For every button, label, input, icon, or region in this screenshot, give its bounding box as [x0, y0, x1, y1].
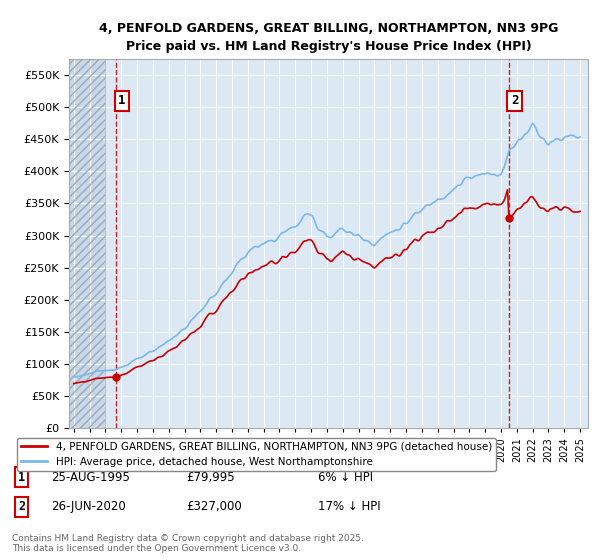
- Bar: [69, 59, 106, 428]
- Bar: [69, 59, 106, 428]
- Text: 2: 2: [18, 500, 25, 514]
- Legend: 4, PENFOLD GARDENS, GREAT BILLING, NORTHAMPTON, NN3 9PG (detached house), HPI: A: 4, PENFOLD GARDENS, GREAT BILLING, NORTH…: [17, 437, 496, 471]
- Title: 4, PENFOLD GARDENS, GREAT BILLING, NORTHAMPTON, NN3 9PG
Price paid vs. HM Land R: 4, PENFOLD GARDENS, GREAT BILLING, NORTH…: [99, 22, 558, 53]
- Text: Contains HM Land Registry data © Crown copyright and database right 2025.
This d: Contains HM Land Registry data © Crown c…: [12, 534, 364, 553]
- Text: 26-JUN-2020: 26-JUN-2020: [51, 500, 126, 514]
- Text: 1: 1: [18, 470, 25, 484]
- Text: £79,995: £79,995: [186, 470, 235, 484]
- Text: 6% ↓ HPI: 6% ↓ HPI: [318, 470, 373, 484]
- Text: 17% ↓ HPI: 17% ↓ HPI: [318, 500, 380, 514]
- Text: 25-AUG-1995: 25-AUG-1995: [51, 470, 130, 484]
- Text: 1: 1: [118, 94, 125, 107]
- Text: £327,000: £327,000: [186, 500, 242, 514]
- Text: 2: 2: [511, 94, 518, 107]
